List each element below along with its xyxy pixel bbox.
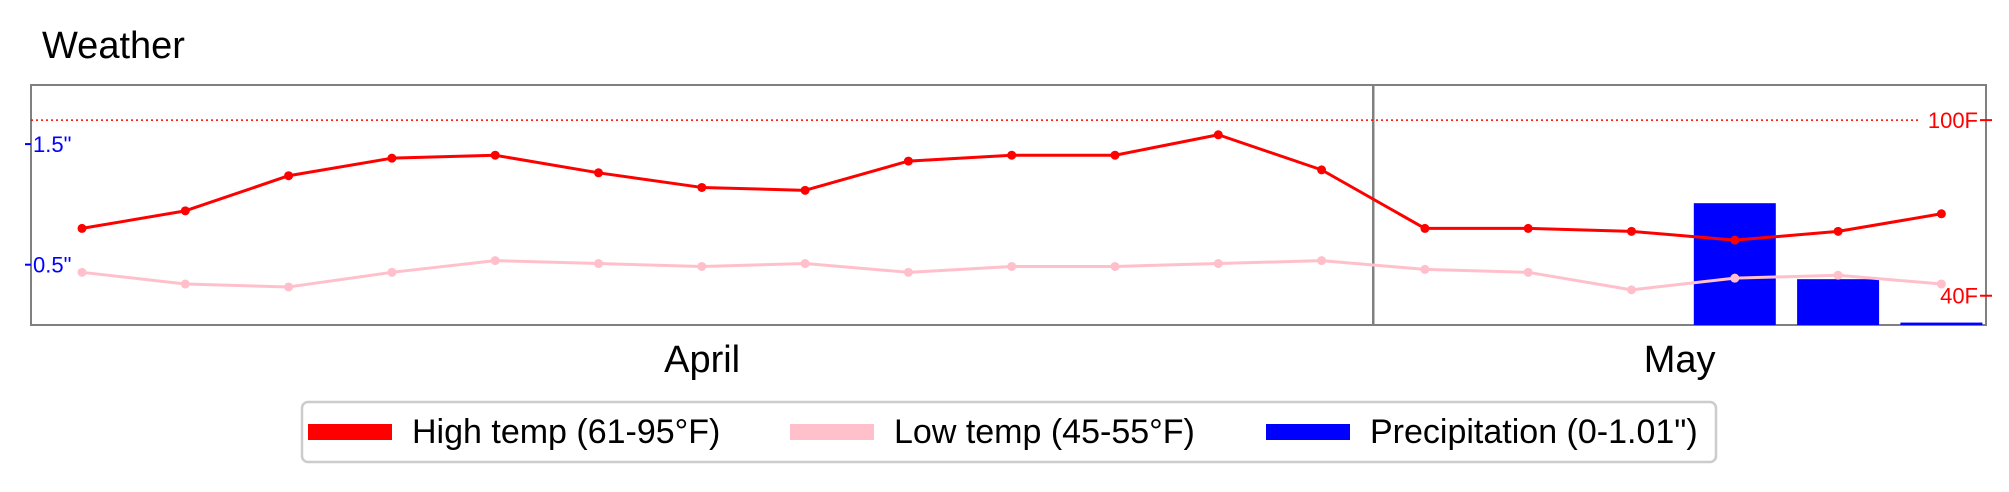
low-temp-point-13 (1420, 264, 1430, 274)
high-temp-point-13 (1420, 223, 1430, 233)
high-temp-point-0 (77, 223, 87, 233)
precipitation-bar-16 (1693, 203, 1776, 325)
high-temp-point-8 (903, 156, 913, 166)
low-temp-point-5 (594, 259, 603, 269)
precipitation-bar-18 (1900, 322, 1983, 325)
high-temp-point-17 (1833, 226, 1843, 236)
high-temp-point-7 (800, 185, 810, 195)
high-temp-point-15 (1627, 226, 1636, 236)
high-temp-point-2 (284, 171, 294, 181)
high-temp-point-9 (1007, 150, 1017, 160)
chart-title: Weather (42, 25, 185, 67)
high-temp-point-3 (387, 153, 397, 163)
high-temp-point-16 (1730, 235, 1740, 245)
legend-swatch-1 (790, 424, 874, 440)
temp-tick-label-0: 100F (1928, 108, 1978, 133)
low-temp-point-12 (1317, 256, 1327, 266)
legend-swatch-2 (1266, 424, 1350, 440)
low-temp-point-1 (180, 279, 190, 289)
legend-box (300, 400, 1718, 464)
month-label-1: May (1644, 339, 1716, 381)
legend-label-1: Low temp (45-55°F) (894, 413, 1195, 451)
low-temp-point-11 (1213, 259, 1223, 269)
high-temp-point-1 (180, 206, 190, 216)
low-temp-point-18 (1936, 279, 1946, 289)
precip-tick-label-1: 0.5" (33, 253, 71, 278)
temp-tick-label-1: 40F (1940, 284, 1978, 309)
low-temp-point-15 (1627, 285, 1636, 295)
low-temp-point-8 (903, 267, 913, 277)
month-label-0: April (664, 339, 740, 381)
legend-label-2: Precipitation (0-1.01") (1370, 413, 1698, 451)
low-temp-point-2 (284, 282, 294, 292)
low-temp-point-0 (77, 267, 87, 277)
low-temp-point-6 (697, 261, 707, 271)
high-temp-point-12 (1317, 165, 1327, 175)
high-temp-point-11 (1213, 130, 1223, 140)
low-temp-point-4 (490, 256, 500, 266)
low-temp-point-9 (1007, 261, 1017, 271)
low-temp-point-17 (1833, 270, 1843, 280)
high-temp-point-4 (490, 150, 500, 160)
plot-area: April May 1.5" 0.5" 100F 40F (25, 84, 1992, 381)
precip-tick-label-0: 1.5" (33, 132, 71, 157)
low-temp-point-14 (1523, 267, 1533, 277)
legend: High temp (61-95°F) Low temp (45-55°F) Pre… (300, 400, 1718, 464)
precipitation-bar-17 (1797, 279, 1880, 325)
legend-swatch-0 (308, 424, 392, 440)
low-temp-point-16 (1730, 273, 1740, 283)
high-temp-point-10 (1110, 150, 1120, 160)
plot-frame (30, 84, 1987, 326)
low-temp-point-7 (800, 259, 810, 269)
high-temp-point-6 (697, 182, 707, 192)
high-temp-point-5 (594, 168, 603, 178)
low-temp-point-3 (387, 267, 397, 277)
high-temp-point-14 (1523, 223, 1533, 233)
low-temp-point-10 (1110, 261, 1120, 271)
high-temp-point-18 (1936, 209, 1946, 219)
legend-label-0: High temp (61-95°F) (412, 413, 720, 451)
